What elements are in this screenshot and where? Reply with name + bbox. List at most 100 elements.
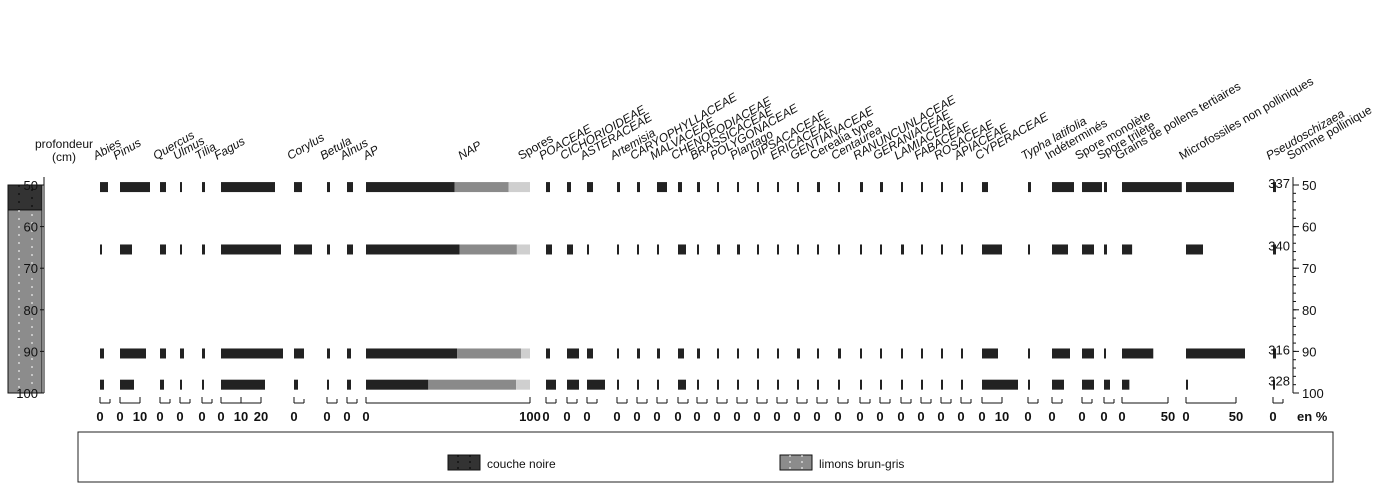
column-label: NAP <box>456 138 484 162</box>
x-tick-label: 10 <box>133 409 147 424</box>
x-tick-label: 0 <box>1100 409 1107 424</box>
bar <box>617 348 619 359</box>
bar <box>757 379 759 390</box>
x-tick-label: 0 <box>633 409 640 424</box>
total-value: 337 <box>1268 176 1290 191</box>
x-tick-label: 0 <box>733 409 740 424</box>
bar <box>860 182 863 193</box>
bar <box>860 244 862 255</box>
bar <box>717 182 719 193</box>
bar <box>678 348 684 359</box>
x-tick-label: 20 <box>254 409 268 424</box>
bar <box>202 379 204 390</box>
bar <box>1273 244 1276 255</box>
bar <box>1028 182 1031 193</box>
bar <box>1104 348 1106 359</box>
x-tick-label: 0 <box>290 409 297 424</box>
bar <box>657 379 659 390</box>
y-tick-label: 70 <box>24 261 38 276</box>
bar <box>567 182 571 193</box>
bar <box>1186 182 1234 193</box>
bar <box>982 379 1018 390</box>
bar <box>817 244 819 255</box>
bar <box>921 379 923 390</box>
y-tick-label-right: 70 <box>1302 261 1316 276</box>
y-tick-label: 60 <box>24 220 38 235</box>
bar <box>880 379 882 390</box>
bar <box>1028 244 1030 255</box>
x-tick-label: 0 <box>116 409 123 424</box>
bar <box>180 379 182 390</box>
total-value: 316 <box>1268 342 1290 357</box>
bar <box>901 348 903 359</box>
bar <box>327 348 330 359</box>
column-label: Corylus <box>285 130 327 162</box>
bar <box>587 244 589 255</box>
y-tick-label: 50 <box>24 178 38 193</box>
x-tick-label: 0 <box>773 409 780 424</box>
bar <box>100 379 104 390</box>
bar <box>838 379 840 390</box>
bar <box>880 244 882 255</box>
x-tick-label: 0 <box>834 409 841 424</box>
bar <box>587 348 593 359</box>
bar <box>294 182 302 193</box>
bar <box>961 348 963 359</box>
bar <box>657 182 667 193</box>
bar <box>817 379 819 390</box>
bar <box>941 182 943 193</box>
bar <box>777 379 779 390</box>
bar <box>797 182 799 193</box>
bar <box>637 379 639 390</box>
bar <box>459 244 517 255</box>
bar <box>880 182 883 193</box>
x-tick-label: 0 <box>1048 409 1055 424</box>
bar <box>221 379 265 390</box>
bar <box>777 182 779 193</box>
y-axis-unit: (cm) <box>52 150 76 164</box>
bar <box>120 182 150 193</box>
bar <box>1122 348 1154 359</box>
bar <box>457 348 521 359</box>
bar <box>697 244 699 255</box>
bar <box>100 244 102 255</box>
x-tick-label: 0 <box>793 409 800 424</box>
x-tick-label: 0 <box>362 409 369 424</box>
bar <box>657 348 660 359</box>
bar <box>697 348 700 359</box>
y-tick-label-right: 50 <box>1302 178 1316 193</box>
x-tick-label: 0 <box>937 409 944 424</box>
bar <box>817 182 820 193</box>
bar <box>617 379 619 390</box>
bar <box>737 348 739 359</box>
legend-label: couche noire <box>487 457 556 471</box>
bar <box>1186 379 1188 390</box>
x-tick-label: 0 <box>1182 409 1189 424</box>
bar <box>567 379 579 390</box>
bar <box>516 379 530 390</box>
bar <box>737 379 739 390</box>
x-tick-label: 0 <box>1078 409 1085 424</box>
bar <box>587 182 593 193</box>
bar <box>941 379 943 390</box>
x-tick-label: 0 <box>1269 409 1276 424</box>
bar <box>160 348 166 359</box>
bar <box>1028 348 1030 359</box>
x-tick-label: 0 <box>323 409 330 424</box>
bar <box>921 244 923 255</box>
bar <box>160 182 166 193</box>
x-tick-label: 0 <box>343 409 350 424</box>
legend-swatch <box>447 454 481 471</box>
bar <box>737 244 740 255</box>
bar <box>982 348 998 359</box>
bar <box>617 182 620 193</box>
bar <box>1273 379 1275 390</box>
x-tick-label: 50 <box>1229 409 1243 424</box>
bar <box>546 379 556 390</box>
bar <box>366 182 455 193</box>
bar <box>817 348 819 359</box>
bar <box>221 348 283 359</box>
bar <box>327 244 330 255</box>
x-tick-label: 0 <box>917 409 924 424</box>
